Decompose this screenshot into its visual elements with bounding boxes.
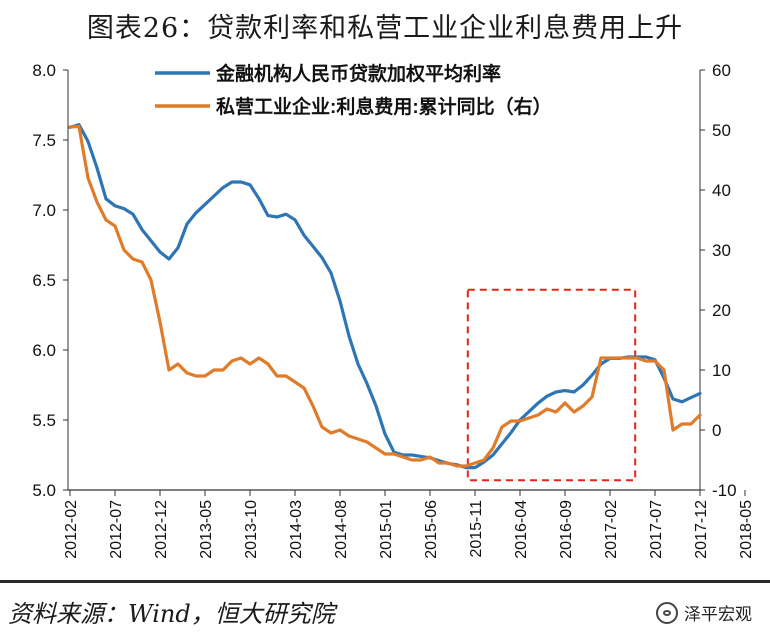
x-tick-label: 2016-04 bbox=[513, 500, 530, 559]
right-tick-label: 40 bbox=[712, 181, 731, 200]
x-tick-label: 2016-09 bbox=[558, 500, 575, 559]
series-interest-expense-line bbox=[68, 124, 702, 468]
x-tick-label: 2015-11 bbox=[468, 500, 485, 558]
source-separator bbox=[0, 580, 770, 583]
right-tick-label: 30 bbox=[712, 241, 731, 260]
x-tick-label: 2013-10 bbox=[243, 500, 260, 559]
right-tick-label: 0 bbox=[712, 421, 721, 440]
right-tick-label: 20 bbox=[712, 301, 731, 320]
left-tick-label: 5.5 bbox=[32, 411, 56, 430]
right-tick-label: 60 bbox=[712, 61, 731, 80]
chart-title: 图表26：贷款利率和私营工业企业利息费用上升 bbox=[86, 13, 684, 44]
left-tick-label: 8.0 bbox=[32, 61, 56, 80]
left-tick-label: 6.0 bbox=[32, 341, 56, 360]
legend: 金融机构人民币贷款加权平均利率 私营工业企业:利息费用:累计同比（右） bbox=[155, 62, 552, 118]
line-chart: 5.0 5.5 6.0 6.5 7.0 7.5 8.0 -10 0 10 20 30 40 50 60 2… bbox=[32, 61, 755, 559]
x-tick-label: 2012-12 bbox=[153, 500, 170, 559]
left-axis-ticks: 5.0 5.5 6.0 6.5 7.0 7.5 8.0 bbox=[32, 61, 68, 500]
watermark: 泽平宏观 bbox=[656, 600, 752, 625]
x-tick-label: 2015-06 bbox=[423, 500, 440, 559]
right-tick-label: -10 bbox=[712, 481, 737, 500]
source-note: 资料来源：Wind，恒大研究院 bbox=[8, 600, 335, 628]
left-tick-label: 7.0 bbox=[32, 201, 56, 220]
highlight-box bbox=[466, 288, 637, 482]
x-tick-label: 2017-07 bbox=[648, 500, 665, 559]
legend-label-interest-expense: 私营工业企业:利息费用:累计同比（右） bbox=[216, 95, 552, 118]
wechat-icon bbox=[656, 601, 678, 624]
x-tick-label: 2012-02 bbox=[63, 500, 80, 559]
right-tick-label: 50 bbox=[712, 121, 731, 140]
x-tick-label: 2014-03 bbox=[288, 500, 305, 559]
x-tick-label: 2012-07 bbox=[108, 500, 125, 559]
x-tick-label: 2013-05 bbox=[198, 500, 215, 559]
right-axis-ticks: -10 0 10 20 30 40 50 60 bbox=[700, 61, 737, 500]
watermark-text: 泽平宏观 bbox=[684, 605, 752, 625]
legend-label-loan-rate: 金融机构人民币贷款加权平均利率 bbox=[215, 62, 501, 85]
right-tick-label: 10 bbox=[712, 361, 731, 380]
x-tick-label: 2017-12 bbox=[693, 500, 710, 559]
x-tick-label: 2018-05 bbox=[738, 500, 755, 559]
left-tick-label: 5.0 bbox=[32, 481, 56, 500]
series-loan-rate-line bbox=[68, 123, 702, 470]
x-tick-label: 2014-08 bbox=[333, 500, 350, 559]
left-tick-label: 7.5 bbox=[32, 131, 56, 150]
x-tick-label: 2017-02 bbox=[603, 500, 620, 559]
x-axis-ticks: 2012-02 2012-07 2012-12 2013-05 2013-10 2014-… bbox=[63, 490, 755, 559]
x-tick-label: 2015-01 bbox=[378, 500, 395, 559]
left-tick-label: 6.5 bbox=[32, 271, 56, 290]
